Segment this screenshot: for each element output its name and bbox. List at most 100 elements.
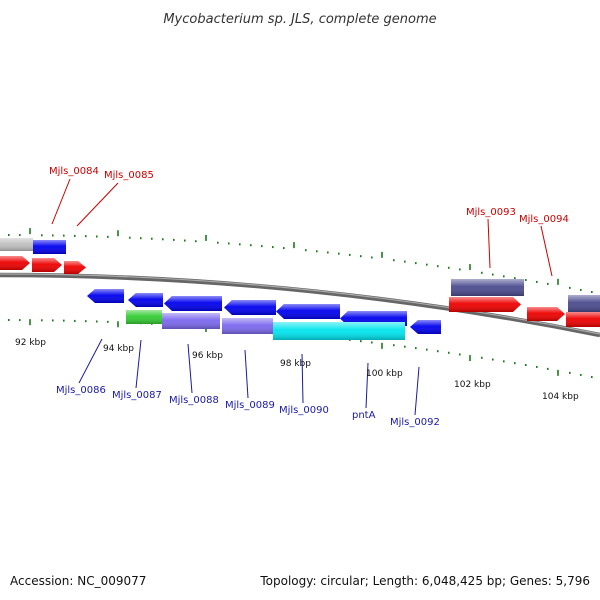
feature-mjls-0093-cds-shade — [449, 297, 521, 312]
tick-minor — [371, 341, 373, 344]
gene-label-mjls-0084[interactable]: Mjls_0084 — [49, 166, 99, 177]
tick-minor — [404, 345, 406, 348]
gene-label-mjls-0087[interactable]: Mjls_0087 — [112, 390, 162, 401]
genome-backbone-highlight — [0, 273, 600, 335]
feature-cds-left-2-shade — [32, 258, 62, 272]
tick-minor — [316, 250, 318, 253]
genome-summary-text: Topology: circular; Length: 6,048,425 bp… — [259, 574, 590, 588]
feature-mjls-0089-cds-shade — [222, 318, 273, 334]
gene-label-pnta[interactable]: pntA — [352, 410, 376, 421]
tick-minor — [415, 347, 417, 350]
tick-minor — [19, 234, 21, 237]
tick-minor — [52, 319, 54, 322]
leader-mjls-0088 — [187, 343, 193, 394]
leader-lines — [51, 178, 553, 416]
gene-label-mjls-0090[interactable]: Mjls_0090 — [279, 405, 329, 416]
leader-mjls-0093 — [487, 218, 491, 269]
tick-minor — [503, 360, 505, 363]
tick-minor — [239, 243, 241, 246]
tick-minor — [74, 319, 76, 322]
tick-minor — [184, 239, 186, 242]
gene-label-mjls-0088[interactable]: Mjls_0088 — [169, 395, 219, 406]
tick-minor — [41, 319, 43, 322]
feature-mjls-0084-shade — [33, 240, 66, 254]
leader-mjls-0089 — [244, 349, 249, 399]
tick-minor — [85, 235, 87, 238]
tick-minor — [327, 251, 329, 254]
feature-mjls-0090-gene-shade — [276, 304, 340, 319]
tick-minor — [173, 238, 175, 241]
tick-minor — [525, 279, 527, 282]
tick-minor — [371, 256, 373, 259]
gene-label-mjls-0085[interactable]: Mjls_0085 — [104, 170, 154, 181]
tick-minor — [580, 288, 582, 291]
tick-minor — [151, 237, 153, 240]
gene-label-mjls-0089[interactable]: Mjls_0089 — [225, 400, 275, 411]
tick-minor — [492, 358, 494, 361]
tick-minor — [580, 373, 582, 376]
tick-minor — [448, 351, 450, 354]
tick-row-top — [8, 228, 593, 294]
gene-label-mjls-0093[interactable]: Mjls_0093 — [466, 207, 516, 218]
tick-minor — [393, 344, 395, 347]
map-title: Mycobacterium sp. JLS, complete genome — [163, 12, 436, 27]
tick-minor — [85, 320, 87, 323]
tick-minor — [96, 320, 98, 323]
leader-mjls-0090 — [301, 353, 304, 404]
feature-mjls-0086-shade — [87, 289, 124, 303]
tick-minor — [360, 340, 362, 343]
tick-minor — [437, 265, 439, 268]
tick-minor — [426, 263, 428, 266]
tick-minor — [591, 376, 593, 379]
leader-mjls-0087 — [135, 339, 142, 389]
leader-mjls-0084 — [51, 178, 71, 225]
tick-minor — [492, 273, 494, 276]
feature-mjls-0088-gene-shade — [164, 296, 222, 311]
kbp-label-102: 102 kbp — [454, 380, 491, 390]
tick-minor — [74, 234, 76, 237]
tick-minor — [63, 319, 65, 322]
tick-minor — [107, 320, 109, 323]
gene-label-mjls-0086[interactable]: Mjls_0086 — [56, 385, 106, 396]
tick-minor — [129, 236, 131, 239]
kbp-label-104: 104 kbp — [542, 392, 579, 402]
tick-minor — [525, 364, 527, 367]
tick-minor — [349, 253, 351, 256]
tick-minor — [52, 234, 54, 237]
tick-minor — [140, 237, 142, 240]
tick-minor — [63, 234, 65, 237]
feature-mjls-0090-cds-shade — [273, 322, 405, 340]
tick-minor — [448, 266, 450, 269]
genome-backbone — [0, 272, 600, 338]
tick-minor — [283, 247, 285, 250]
kbp-label-92: 92 kbp — [15, 338, 46, 348]
tick-minor — [8, 319, 10, 322]
gene-label-mjls-0092[interactable]: Mjls_0092 — [390, 417, 440, 428]
tick-minor — [162, 238, 164, 241]
tick-minor — [228, 242, 230, 245]
tick-minor — [503, 275, 505, 278]
leader-pnta — [365, 362, 369, 409]
tick-minor — [514, 277, 516, 280]
tick-minor — [250, 244, 252, 247]
kbp-label-94: 94 kbp — [103, 344, 134, 354]
tick-minor — [459, 268, 461, 271]
leader-mjls-0085 — [76, 182, 119, 227]
tick-minor — [195, 240, 197, 243]
tick-minor — [107, 235, 109, 238]
leader-mjls-0092 — [414, 366, 420, 416]
feature-mjls-0093-dark-shade — [451, 279, 524, 296]
leader-mjls-0086 — [78, 338, 103, 384]
tick-minor — [305, 249, 307, 252]
tick-minor — [404, 260, 406, 263]
tick-minor — [459, 353, 461, 356]
tick-minor — [360, 255, 362, 258]
feature-track — [0, 238, 600, 340]
tick-minor — [591, 291, 593, 294]
tick-minor — [536, 365, 538, 368]
tick-minor — [426, 348, 428, 351]
gene-label-mjls-0094[interactable]: Mjls_0094 — [519, 214, 569, 225]
feature-mjls-0087-cds-shade — [126, 310, 162, 324]
tick-minor — [437, 350, 439, 353]
